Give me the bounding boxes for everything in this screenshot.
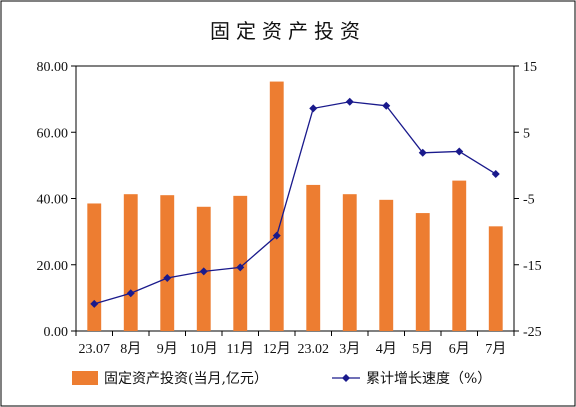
bar-investment bbox=[269, 81, 284, 331]
growth-point-marker bbox=[345, 97, 354, 106]
chart-legend: 固定资产投资(当月,亿元） 累计增长速度（%） bbox=[72, 371, 491, 387]
right-axis-tick-label: 15 bbox=[523, 60, 537, 75]
legend-line-label: 累计增长速度（%） bbox=[366, 371, 491, 387]
growth-point-marker bbox=[418, 148, 427, 157]
x-axis-tick-label: 5月 bbox=[412, 341, 433, 357]
growth-point-marker bbox=[491, 169, 500, 178]
right-axis-tick-label: -15 bbox=[523, 259, 542, 274]
bar-investment bbox=[160, 195, 175, 331]
growth-point-marker bbox=[309, 104, 318, 113]
growth-point-marker bbox=[382, 101, 391, 110]
x-axis-tick-label: 7月 bbox=[485, 341, 506, 357]
x-axis-tick-label: 10月 bbox=[190, 341, 218, 357]
left-axis-tick-label: 40.00 bbox=[37, 193, 69, 208]
right-axis-tick-label: 5 bbox=[523, 126, 530, 141]
growth-point-marker bbox=[126, 289, 135, 298]
left-axis-tick-label: 20.00 bbox=[37, 259, 69, 274]
x-axis-tick-label: 23.02 bbox=[298, 342, 330, 357]
growth-point-marker bbox=[272, 231, 281, 240]
x-axis-tick-label: 6月 bbox=[449, 341, 470, 357]
bar-investment bbox=[379, 199, 394, 331]
x-axis-tick-label: 4月 bbox=[376, 341, 397, 357]
growth-point-marker bbox=[163, 274, 172, 282]
bar-investment bbox=[488, 226, 503, 331]
growth-point-marker bbox=[236, 263, 245, 272]
right-axis-tick-label: -25 bbox=[523, 325, 542, 340]
bar-investment bbox=[452, 180, 467, 331]
bar-investment bbox=[342, 194, 357, 331]
growth-line bbox=[94, 101, 497, 305]
bar-investment bbox=[415, 213, 430, 331]
plot-area: 0.00 20.00 40.00 60.00 80.00 -25 -15 -5 5 15 23.07… bbox=[37, 60, 542, 357]
x-axis-tick-label: 12月 bbox=[263, 341, 291, 357]
chart-title: 固定资产投资 bbox=[210, 19, 366, 43]
growth-point-marker bbox=[455, 147, 464, 156]
left-axis-tick-label: 60.00 bbox=[37, 126, 69, 141]
growth-point-marker bbox=[90, 299, 99, 308]
x-axis-tick-label: 23.07 bbox=[79, 342, 111, 357]
left-axis-tick-label: 80.00 bbox=[37, 60, 69, 75]
x-axis-tick-label: 11月 bbox=[227, 341, 254, 357]
legend-bar-swatch bbox=[72, 371, 98, 385]
x-axis-tick-label: 9月 bbox=[157, 341, 178, 357]
right-axis-tick-label: -5 bbox=[523, 193, 535, 208]
legend-line-marker bbox=[342, 374, 350, 382]
x-axis-tick-label: 3月 bbox=[339, 341, 360, 357]
bar-investment bbox=[87, 203, 102, 331]
x-axis-tick-label: 8月 bbox=[120, 341, 141, 357]
bar-investment bbox=[123, 194, 138, 331]
left-axis-tick-label: 0.00 bbox=[44, 325, 69, 340]
legend-bar-label: 固定资产投资(当月,亿元） bbox=[104, 371, 268, 387]
growth-point-marker bbox=[199, 267, 208, 276]
bar-investment bbox=[306, 184, 321, 331]
